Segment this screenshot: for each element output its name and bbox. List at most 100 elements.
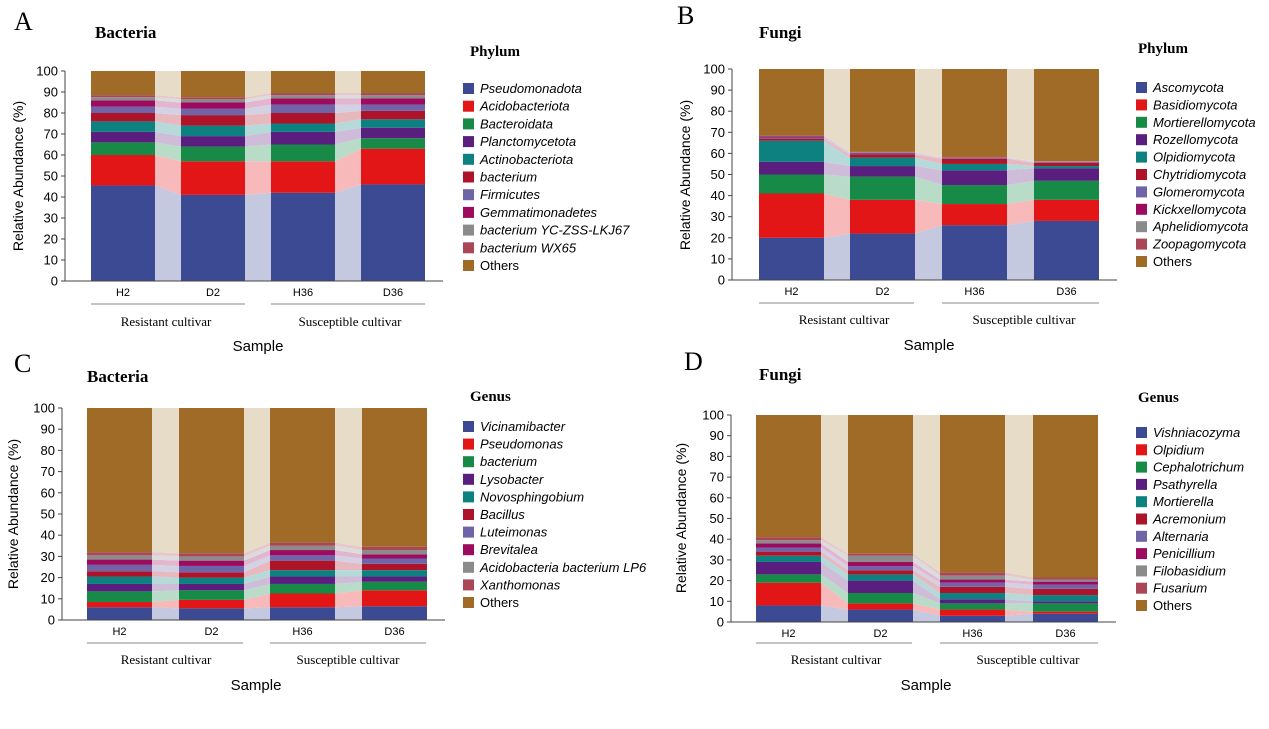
legend-swatch — [463, 438, 474, 450]
bar-segment — [361, 104, 425, 111]
bar-segment — [850, 152, 915, 154]
legend-entry: bacterium YC-ZSS-LKJ67 — [480, 223, 630, 238]
bar-segment — [940, 599, 1005, 604]
connector-band — [915, 154, 942, 164]
connector-band — [1005, 572, 1033, 580]
connector-band — [335, 119, 361, 132]
bar-segment — [87, 564, 152, 572]
y-tick-label: 100 — [36, 64, 58, 79]
bar-segment — [179, 553, 244, 557]
bar-segment — [181, 71, 245, 98]
bar-segment — [848, 609, 913, 622]
y-tick-label: 40 — [711, 188, 725, 203]
connector-band — [1005, 582, 1033, 589]
bar-segment — [756, 540, 821, 544]
connector-band — [1005, 593, 1033, 602]
connector-band — [915, 152, 942, 158]
legend-entry: Bacteroidata — [480, 116, 553, 131]
connector-band — [824, 140, 850, 167]
connector-band — [335, 93, 361, 96]
legend-swatch — [1136, 151, 1147, 163]
connector-band — [915, 153, 942, 159]
bar-segment — [940, 415, 1005, 573]
bar-segment — [942, 225, 1007, 280]
panel-letter: C — [14, 349, 31, 378]
connector-band — [245, 161, 271, 195]
connector-band — [1005, 579, 1033, 585]
bar-segment — [850, 199, 915, 234]
connector-band — [915, 166, 942, 186]
legend-swatch — [1136, 461, 1147, 473]
bar-segment — [271, 71, 335, 94]
y-tick-label: 20 — [711, 230, 725, 245]
group-label: Susceptible cultivar — [973, 312, 1077, 327]
connector-band — [244, 545, 270, 561]
bar-segment — [756, 605, 821, 622]
bar-segment — [756, 543, 821, 548]
legend-entry: Pseudomonadota — [480, 81, 582, 96]
x-tick-label: D2 — [204, 626, 218, 638]
connector-band — [155, 155, 181, 195]
legend-swatch — [463, 544, 474, 556]
connector-band — [245, 131, 271, 147]
bar-segment — [361, 148, 425, 185]
legend-entry: Olpidium — [1153, 442, 1204, 457]
connector-band — [245, 104, 271, 116]
y-tick-label: 80 — [44, 106, 58, 121]
bar-segment — [1034, 168, 1099, 181]
legend-swatch — [463, 509, 474, 520]
legend-swatch — [1136, 513, 1147, 525]
legend-swatch — [1136, 530, 1147, 542]
legend-entry: Cephalotrichum — [1153, 460, 1244, 475]
connector-band — [1005, 599, 1033, 604]
chart-panel-a: A Bacteria 0 10 20 30 40 50 60 70 80 90 100 H2 D2 H36 D3… — [10, 7, 630, 355]
bar-segment — [940, 579, 1005, 583]
bar-segment — [848, 580, 913, 594]
bar-segment — [848, 570, 913, 575]
legend-swatch — [463, 189, 474, 201]
bar-segment — [848, 566, 913, 571]
y-tick-label: 90 — [44, 85, 58, 100]
connector-band — [824, 161, 850, 177]
legend-swatch — [1136, 221, 1147, 233]
legend-entry: Others — [480, 258, 520, 273]
bar-segment — [942, 185, 1007, 205]
y-tick-label: 100 — [33, 401, 55, 416]
group-label: Susceptible cultivar — [297, 652, 401, 667]
connector-band — [245, 113, 271, 126]
y-tick-label: 80 — [41, 443, 55, 458]
y-tick-label: 30 — [44, 211, 58, 226]
y-tick-label: 0 — [717, 615, 724, 630]
bar-segment — [91, 155, 155, 186]
bar-segment — [91, 97, 155, 101]
bar-segment — [270, 545, 335, 551]
x-tick-label: H2 — [112, 626, 126, 638]
bar-segment — [271, 123, 335, 132]
bar-segment — [942, 163, 1007, 171]
legend-swatch — [463, 171, 474, 183]
legend-entry: Lysobacter — [480, 472, 544, 487]
connector-band — [155, 185, 181, 281]
bar-segment — [361, 93, 425, 96]
chart-title: Bacteria — [87, 367, 149, 386]
bar-segment — [848, 593, 913, 604]
connector-band — [824, 137, 850, 155]
connector-band — [1005, 415, 1033, 578]
legend-entry: Firmicutes — [480, 187, 540, 202]
y-tick-label: 60 — [710, 490, 724, 505]
legend-swatch — [1136, 600, 1147, 611]
connector-band — [915, 225, 942, 280]
bar-segment — [270, 583, 335, 594]
bar-segment — [848, 574, 913, 581]
x-axis-label: Sample — [233, 338, 284, 355]
connector-band — [821, 415, 848, 554]
bar-segment — [87, 559, 152, 565]
legend: Phylum Pseudomonadota Acidobacteriota Bacte… — [463, 44, 630, 273]
connector-band — [244, 555, 270, 573]
legend-swatch — [1136, 427, 1147, 438]
panel-letter: A — [14, 7, 33, 36]
legend-entry: Basidiomycota — [1153, 97, 1238, 112]
chart-title: Fungi — [759, 365, 802, 384]
y-axis-label: Relative Abundance (%) — [5, 439, 21, 589]
bar-segment — [271, 131, 335, 145]
